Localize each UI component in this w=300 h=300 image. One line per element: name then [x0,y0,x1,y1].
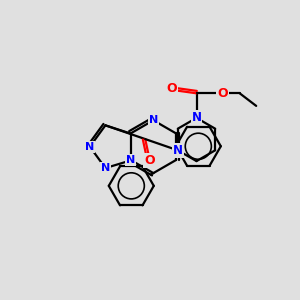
Text: N: N [149,115,158,125]
Text: N: N [173,144,183,157]
Text: N: N [191,111,202,124]
Text: O: O [144,154,155,166]
Text: N: N [85,142,94,152]
Text: O: O [217,87,228,100]
Text: N: N [101,163,110,173]
Text: O: O [167,82,177,95]
Text: N: N [126,155,135,165]
